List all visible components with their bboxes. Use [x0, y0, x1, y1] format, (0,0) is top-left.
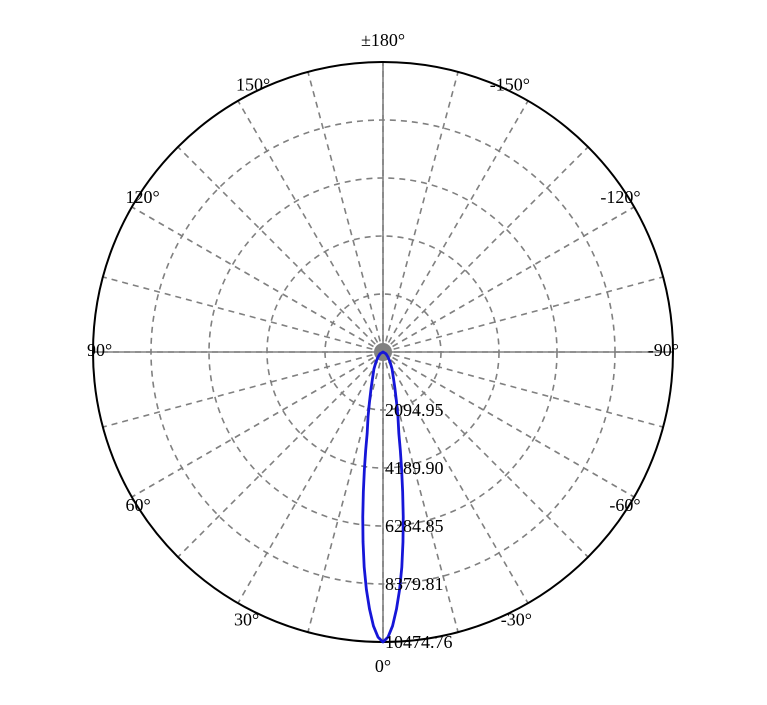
- ring-label: 4189.90: [385, 458, 444, 478]
- ring-label: 6284.85: [385, 516, 444, 536]
- angle-label: 30°: [234, 610, 259, 630]
- ring-label: 10474.76: [385, 632, 453, 652]
- angle-label: ±180°: [361, 30, 405, 50]
- angle-label: -30°: [501, 610, 532, 630]
- angle-label: 90°: [87, 340, 112, 360]
- angle-label: -150°: [490, 75, 530, 95]
- angle-label: -60°: [609, 495, 640, 515]
- angle-label: 150°: [236, 75, 270, 95]
- ring-label: 8379.81: [385, 574, 444, 594]
- angle-label: 0°: [375, 656, 391, 676]
- angle-label: 60°: [125, 495, 150, 515]
- ring-label: 2094.95: [385, 400, 444, 420]
- angle-label: -90°: [648, 340, 679, 360]
- polar-chart: 2094.95 4189.90 6284.85 8379.81 10474.76 ±180…: [0, 0, 767, 705]
- angle-label: 120°: [125, 187, 159, 207]
- angle-label: -120°: [600, 187, 640, 207]
